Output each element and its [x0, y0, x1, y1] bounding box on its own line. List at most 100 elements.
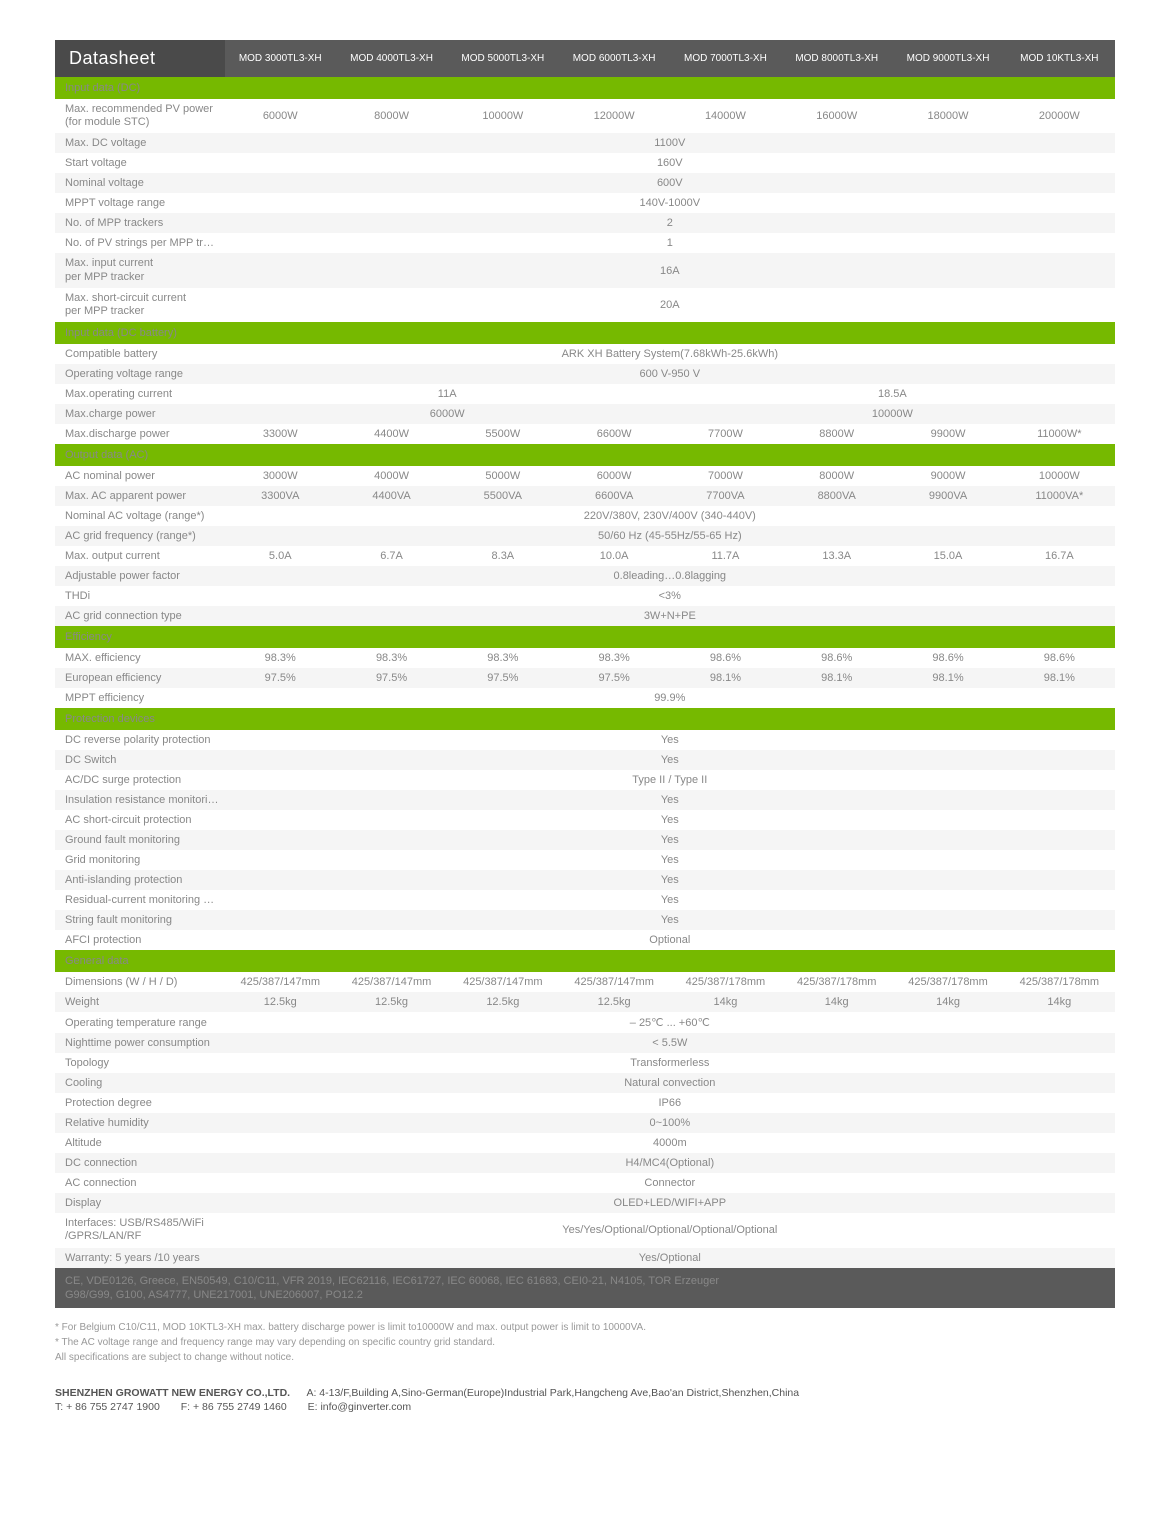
table-row: No. of MPP trackers2: [55, 213, 1115, 233]
table-row: DC reverse polarity protectionYes: [55, 730, 1115, 750]
row-label: Max. output current: [55, 546, 225, 566]
section-header: Input data (DC battery): [55, 322, 1115, 344]
table-row: AC/DC surge protectionType II / Type II: [55, 770, 1115, 790]
row-value: Yes/Yes/Optional/Optional/Optional/Optio…: [225, 1213, 1115, 1247]
row-value: 97.5%: [558, 668, 669, 688]
row-label: AC/DC surge protection: [55, 770, 225, 790]
company-tel: T: + 86 755 2747 1900: [55, 1401, 160, 1413]
row-value: 14kg: [1004, 992, 1115, 1012]
row-value: Transformerless: [225, 1053, 1115, 1073]
table-row: Compatible batteryARK XH Battery System(…: [55, 344, 1115, 364]
row-label: MAX. efficiency: [55, 648, 225, 668]
row-label: String fault monitoring: [55, 910, 225, 930]
row-label: AC grid frequency (range*): [55, 526, 225, 546]
row-value: 98.6%: [670, 648, 781, 668]
row-value: 425/387/178mm: [781, 972, 892, 992]
row-value: 20A: [225, 288, 1115, 322]
row-value: ARK XH Battery System(7.68kWh-25.6kWh): [225, 344, 1115, 364]
row-value: 12.5kg: [558, 992, 669, 1012]
row-label: Nominal voltage: [55, 173, 225, 193]
certifications-row: CE, VDE0126, Greece, EN50549, C10/C11, V…: [55, 1268, 1115, 1309]
row-value: 5500W: [447, 424, 558, 444]
table-row: MPPT efficiency99.9%: [55, 688, 1115, 708]
row-label: Adjustable power factor: [55, 566, 225, 586]
row-value: 220V/380V, 230V/400V (340-440V): [225, 506, 1115, 526]
table-row: Nominal voltage600V: [55, 173, 1115, 193]
row-value: 0.8leading…0.8lagging: [225, 566, 1115, 586]
row-value: <3%: [225, 586, 1115, 606]
table-row: Max. AC apparent power3300VA4400VA5500VA…: [55, 486, 1115, 506]
row-value: 600V: [225, 173, 1115, 193]
row-value: 16.7A: [1004, 546, 1115, 566]
row-value: Yes: [225, 870, 1115, 890]
row-value: 1100V: [225, 133, 1115, 153]
row-value: Optional: [225, 930, 1115, 950]
table-row: Adjustable power factor0.8leading…0.8lag…: [55, 566, 1115, 586]
table-header: DatasheetMOD 3000TL3-XHMOD 4000TL3-XHMOD…: [55, 40, 1115, 77]
row-value: 10.0A: [558, 546, 669, 566]
row-value: Yes: [225, 730, 1115, 750]
row-value: 425/387/178mm: [892, 972, 1003, 992]
row-value: Natural convection: [225, 1073, 1115, 1093]
model-header: MOD 7000TL3-XH: [670, 40, 781, 77]
row-value: 97.5%: [336, 668, 447, 688]
row-label: Max. input currentper MPP tracker: [55, 253, 225, 287]
row-value: 98.1%: [781, 668, 892, 688]
table-row: AC connectionConnector: [55, 1173, 1115, 1193]
row-value: 8800VA: [781, 486, 892, 506]
row-value: 98.1%: [670, 668, 781, 688]
row-value: Yes: [225, 790, 1115, 810]
row-value: 8000W: [336, 99, 447, 133]
row-value: 1: [225, 233, 1115, 253]
table-row: DC connectionH4/MC4(Optional): [55, 1153, 1115, 1173]
model-header: MOD 3000TL3-XH: [225, 40, 336, 77]
row-label: Interfaces: USB/RS485/WiFi/GPRS/LAN/RF: [55, 1213, 225, 1247]
row-label: AC grid connection type: [55, 606, 225, 626]
table-row: European efficiency97.5%97.5%97.5%97.5%9…: [55, 668, 1115, 688]
row-value: 98.6%: [781, 648, 892, 668]
row-value: 5.0A: [225, 546, 336, 566]
row-value: 16000W: [781, 99, 892, 133]
row-value: Yes: [225, 850, 1115, 870]
table-row: Operating voltage range600 V-950 V: [55, 364, 1115, 384]
row-label: Dimensions (W / H / D): [55, 972, 225, 992]
row-value: 9900VA: [892, 486, 1003, 506]
row-value: 99.9%: [225, 688, 1115, 708]
datasheet-table: DatasheetMOD 3000TL3-XHMOD 4000TL3-XHMOD…: [55, 40, 1115, 1308]
row-value: 20000W: [1004, 99, 1115, 133]
row-value: 3000W: [225, 466, 336, 486]
footnotes: * For Belgium C10/C11, MOD 10KTL3-XH max…: [55, 1320, 1115, 1365]
table-row: String fault monitoringYes: [55, 910, 1115, 930]
row-value: 5500VA: [447, 486, 558, 506]
row-label: DC reverse polarity protection: [55, 730, 225, 750]
row-value: 14kg: [781, 992, 892, 1012]
table-row: Relative humidity0~100%: [55, 1113, 1115, 1133]
row-value: Yes: [225, 890, 1115, 910]
row-value: 98.3%: [558, 648, 669, 668]
table-row: CoolingNatural convection: [55, 1073, 1115, 1093]
row-label: Operating voltage range: [55, 364, 225, 384]
row-value: 2: [225, 213, 1115, 233]
row-label: Protection degree: [55, 1093, 225, 1113]
table-row: Residual-current monitoring unitYes: [55, 890, 1115, 910]
row-value: 10000W: [670, 404, 1115, 424]
row-value: 6000W: [558, 466, 669, 486]
row-label: Nominal AC voltage (range*): [55, 506, 225, 526]
row-label: Max. recommended PV power(for module STC…: [55, 99, 225, 133]
row-value: 10000W: [447, 99, 558, 133]
row-label: Residual-current monitoring unit: [55, 890, 225, 910]
row-label: No. of PV strings per MPP tracker: [55, 233, 225, 253]
row-value: 11.7A: [670, 546, 781, 566]
row-value: 14000W: [670, 99, 781, 133]
row-value: 4400W: [336, 424, 447, 444]
table-row: Dimensions (W / H / D)425/387/147mm425/3…: [55, 972, 1115, 992]
row-value: 98.3%: [225, 648, 336, 668]
row-value: 11000W*: [1004, 424, 1115, 444]
footnote: * The AC voltage range and frequency ran…: [55, 1335, 1115, 1365]
row-value: Yes: [225, 810, 1115, 830]
section-header: Protection devices: [55, 708, 1115, 730]
row-value: 14kg: [670, 992, 781, 1012]
row-value: 4400VA: [336, 486, 447, 506]
row-value: < 5.5W: [225, 1033, 1115, 1053]
row-value: 8.3A: [447, 546, 558, 566]
